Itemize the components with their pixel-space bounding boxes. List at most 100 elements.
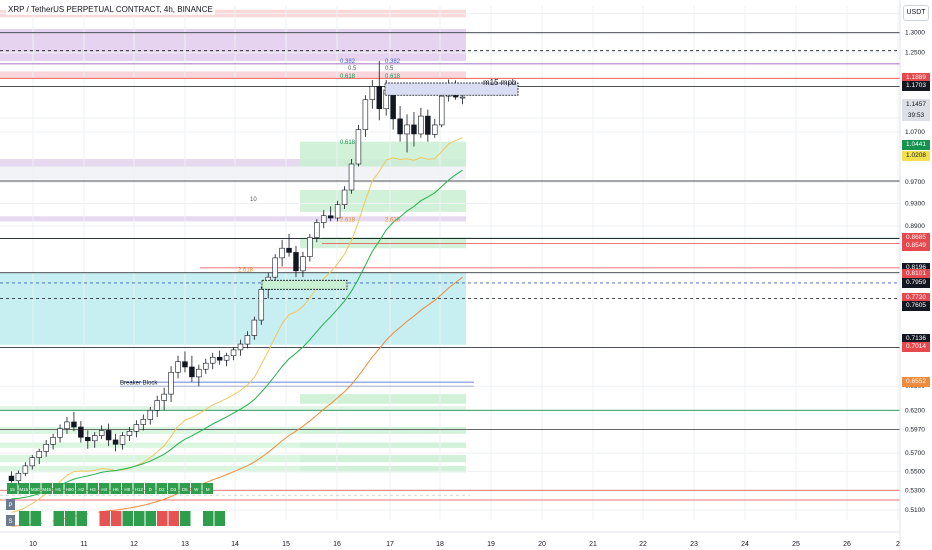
timeframe-label: H90 — [66, 487, 75, 492]
price-label: 0.8101 — [902, 268, 930, 279]
timeframe-cell — [18, 483, 29, 494]
demand-zone — [300, 190, 466, 212]
signal-cell — [65, 511, 76, 526]
row-label: P — [8, 503, 12, 509]
signal-cell — [30, 511, 41, 526]
timeframe-cell — [191, 483, 202, 494]
x-tick-label: 26 — [843, 541, 851, 548]
candle-body — [15, 472, 22, 482]
y-tick-label: 0.9700 — [905, 179, 925, 186]
demand-zone — [0, 465, 300, 473]
candle-body — [43, 444, 49, 452]
moving-average — [11, 169, 463, 500]
signal-cell — [99, 511, 110, 526]
y-tick-label: 1.0700 — [905, 129, 925, 136]
x-tick-label: 10 — [29, 541, 37, 548]
x-tick-label: 14 — [231, 541, 239, 548]
candle-body — [425, 115, 431, 135]
candle-body — [105, 430, 112, 441]
candle-body — [244, 335, 251, 345]
timeframe-label: H2 — [78, 487, 84, 492]
candle-body — [112, 439, 119, 445]
timeframe-label: 15 — [10, 487, 16, 492]
x-tick-label: 17 — [386, 541, 394, 548]
currency-button[interactable]: USDT — [903, 5, 929, 21]
indicator-table: 15 M15 M30 M45 H1 H90 H2 H3 H4 H6 H8 H12 D D2 D3 D5 W M P S — [6, 483, 225, 526]
demand-zone — [0, 442, 300, 448]
timeframe-label: H6 — [113, 487, 119, 492]
y-tick-label: 0.5100 — [905, 507, 925, 514]
price-label: 0.8549 — [902, 241, 930, 252]
timeframe-label: M — [206, 487, 210, 492]
candle-body — [147, 410, 153, 420]
candle-body — [189, 366, 195, 378]
fib-label: 10 — [250, 197, 257, 203]
signal-cell — [76, 511, 87, 526]
candle-body — [355, 129, 362, 165]
fib-label: 0.382 — [385, 59, 401, 65]
candles — [8, 60, 466, 485]
candle-body — [314, 222, 320, 238]
timeframe-cell — [202, 483, 213, 494]
m15-label: m15 mpb — [483, 78, 517, 87]
candle-body — [341, 189, 348, 205]
moving-average — [11, 137, 463, 513]
timeframe-cell — [76, 483, 87, 494]
timeframe-label: D2 — [159, 487, 165, 492]
candle-body — [92, 435, 98, 442]
fib-label: 2.618 — [385, 217, 401, 223]
candle-body — [272, 257, 278, 278]
demand-zone — [300, 141, 466, 167]
candle-body — [78, 426, 84, 438]
candle-body — [161, 393, 167, 401]
demand-zone — [300, 442, 466, 448]
x-tick-label: 21 — [589, 541, 597, 548]
timeframe-cell — [179, 483, 190, 494]
candle-body — [251, 319, 258, 336]
current-price-label: 1.1457 39:53 — [902, 99, 930, 121]
timeframe-cell — [133, 483, 144, 494]
x-tick-label: 12 — [130, 541, 138, 548]
price-label: 0.7014 — [902, 342, 930, 353]
price-label: 0.8685 — [902, 233, 930, 244]
demand-zone — [300, 394, 466, 404]
candle-body — [348, 163, 355, 191]
candle-body — [279, 247, 285, 259]
candle-body — [293, 252, 299, 272]
price-label: 0.6552 — [902, 377, 930, 388]
x-tick-label: 22 — [639, 541, 647, 548]
candle-body — [334, 204, 341, 219]
candle-body — [64, 421, 70, 430]
timeframe-label: D3 — [170, 487, 176, 492]
candle-body — [321, 215, 327, 223]
timeframe-cell — [30, 483, 41, 494]
signal-cell — [122, 511, 133, 526]
timeframe-cell — [168, 483, 179, 494]
x-tick-label: 24 — [741, 541, 749, 548]
fib-label: 0.5 — [385, 66, 394, 72]
candle-body — [376, 86, 382, 110]
timeframe-cell — [110, 483, 121, 494]
timeframe-label: M15 — [19, 487, 28, 492]
zone-band — [0, 158, 466, 167]
signal-cell — [53, 511, 64, 526]
x-tick-label: 13 — [181, 541, 189, 548]
y-tick-label: 0.5700 — [905, 450, 925, 457]
candle-body — [216, 356, 223, 361]
zone-band — [0, 406, 466, 411]
fib-label: 0.618 — [340, 74, 356, 80]
signal-cell — [88, 511, 99, 526]
candle-body — [411, 124, 417, 135]
x-tick-label: 18 — [436, 541, 444, 548]
candle-body — [223, 355, 230, 361]
timeframe-cell — [156, 483, 167, 494]
price-label: 0.7959 — [902, 277, 930, 288]
zone-band — [0, 28, 466, 61]
price-label: 1.1703 — [902, 81, 930, 92]
fib-label: 0.5 — [348, 66, 357, 72]
timeframe-label: H4 — [101, 487, 107, 492]
candle-body — [300, 256, 306, 272]
